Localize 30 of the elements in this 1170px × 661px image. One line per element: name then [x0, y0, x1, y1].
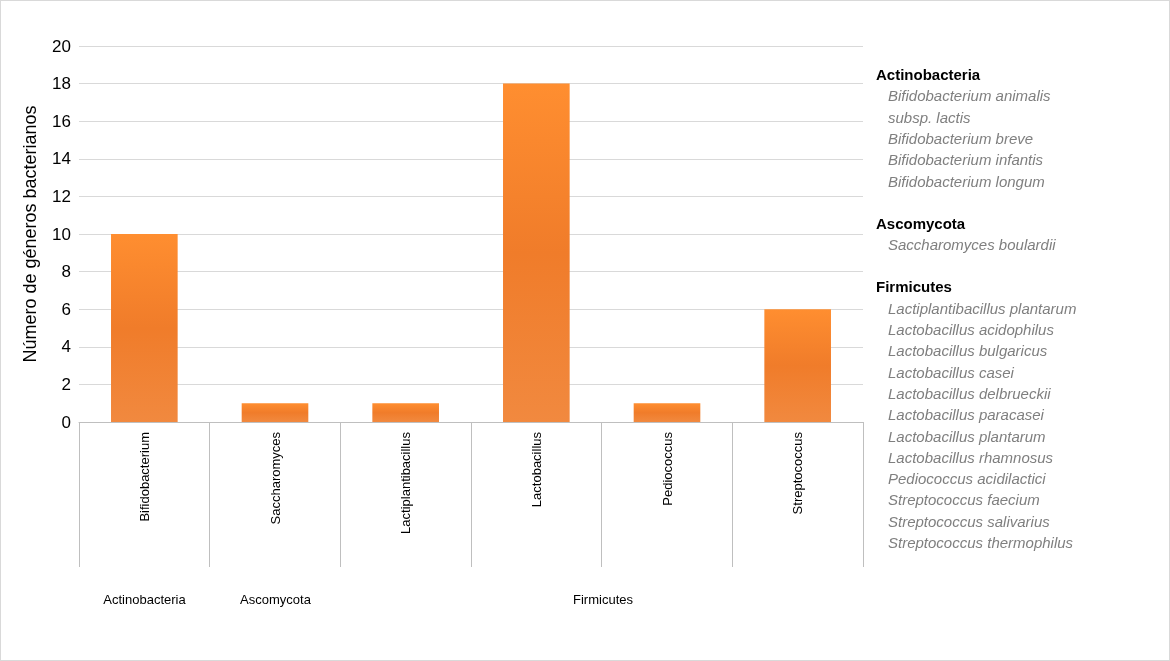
x-tick-label: Lactiplantibacillus [398, 431, 414, 534]
x-tick-label: Bifidobacterium [136, 432, 152, 522]
y-tick-label: 6 [61, 299, 71, 319]
text: Actinobacteria [103, 591, 187, 607]
y-tick-label: 10 [52, 224, 71, 244]
text: Actinobacteria Bifidobacterium animalis subsp. lactis Bifidobacterium breve Bifidobacterium infantis Bifidobacterium longum [876, 66, 1052, 190]
bar [503, 83, 570, 422]
text: Ascomycota Saccharomyces boulardii [876, 214, 1057, 254]
x-tick-label: Saccharomyces [267, 431, 283, 525]
y-tick-label: 12 [52, 186, 71, 206]
bar [764, 309, 831, 422]
y-tick-label: 0 [61, 412, 71, 432]
y-tick-label: 18 [52, 74, 71, 94]
x-tick-label: Streptococcus [790, 431, 806, 515]
y-tick-label: 20 [52, 36, 71, 56]
bar [241, 403, 309, 422]
x-tick-label: Lactobacillus [528, 431, 544, 508]
text: Firmicutes Lactiplantibacillus plantarum Lactobacillus acidophilus Lactobacillus bulgaricus Lactobacillus casei Lactobacillus delbrueckii Lactobacillus paracasei Lactobacillus plantarum Lactobacillus rhamnosus Pediococcus acidilactici Streptococcus faecium Streptococcus salivarius Streptococcus thermophilus [876, 278, 1077, 551]
x-tick-label: Pediococcus [659, 431, 675, 506]
bar [111, 234, 178, 422]
y-tick-label: 14 [52, 149, 71, 169]
text: Ascomycota [240, 591, 312, 607]
text: Firmicutes [573, 591, 634, 607]
y-tick-label: 8 [61, 262, 71, 282]
y-axis-title: Número de géneros bacterianos [20, 105, 40, 363]
y-tick-label: 2 [61, 374, 71, 394]
bar [633, 403, 701, 422]
y-tick-label: 4 [61, 337, 71, 357]
bar [372, 403, 439, 422]
y-tick-label: 16 [52, 111, 71, 131]
